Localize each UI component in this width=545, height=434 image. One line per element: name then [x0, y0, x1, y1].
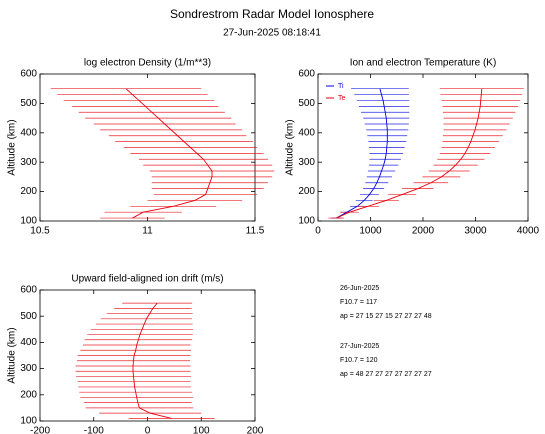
note: ap = 48 27 27 27 27 27 27 27 [340, 371, 432, 378]
x-tick-label: -100 [84, 426, 104, 434]
series-line [336, 88, 483, 219]
y-tick-label: 300 [20, 157, 37, 168]
series-line [336, 88, 388, 219]
y-tick-label: 100 [20, 216, 37, 227]
x-tick-label: 200 [247, 426, 264, 434]
x-tick-label: 11 [142, 226, 153, 237]
y-tick-label: 300 [20, 363, 37, 374]
y-tick-label: 500 [20, 311, 37, 322]
y-tick-label: 200 [298, 186, 315, 197]
y-tick-label: 400 [20, 127, 37, 138]
y-tick-label: 600 [20, 285, 37, 296]
y-tick-label: 600 [298, 69, 315, 80]
x-tick-label: 1000 [359, 226, 382, 237]
y-axis-label: Altitude (km) [7, 119, 18, 175]
y-tick-label: 200 [20, 389, 37, 400]
y-tick-label: 100 [20, 416, 37, 427]
series-line [132, 302, 172, 419]
x-tick-label: 11.5 [246, 226, 265, 237]
x-tick-label: 10.5 [30, 226, 50, 237]
x-tick-label: 0 [145, 426, 151, 434]
y-tick-label: 200 [20, 186, 37, 197]
figure-subtitle: 27-Jun-2025 08:18:41 [223, 28, 321, 39]
plot-title: log electron Density (1/m**3) [84, 58, 211, 69]
series-line [125, 88, 213, 219]
x-tick-label: 2000 [412, 226, 435, 237]
y-tick-label: 400 [298, 127, 315, 138]
y-tick-label: 300 [298, 157, 315, 168]
plot-frame [317, 73, 529, 222]
x-tick-label: 0 [315, 226, 321, 237]
legend-label: Te [338, 95, 346, 102]
y-tick-label: 400 [20, 337, 37, 348]
y-tick-label: 100 [298, 216, 315, 227]
y-axis-label: Altitude (km) [285, 119, 296, 175]
note: 26-Jun-2025 [340, 285, 379, 292]
figure-title: Sondrestrom Radar Model Ionosphere [170, 7, 374, 21]
plot-title: Ion and electron Temperature (K) [350, 58, 497, 69]
legend-label: Ti [338, 83, 344, 90]
y-axis-label: Altitude (km) [7, 327, 18, 383]
x-tick-label: 4000 [517, 226, 540, 237]
note: ap = 27 15 27 15 27 27 27 48 [340, 313, 432, 320]
y-tick-label: 500 [298, 98, 315, 109]
note: 27-Jun-2025 [340, 343, 379, 350]
y-tick-label: 600 [20, 69, 37, 80]
plot-title: Upward field-aligned ion drift (m/s) [71, 274, 223, 285]
x-tick-label: 100 [193, 426, 210, 434]
x-tick-label: 3000 [464, 226, 487, 237]
note: F10.7 = 120 [340, 357, 378, 364]
x-tick-label: -200 [30, 426, 50, 434]
y-tick-label: 500 [20, 98, 37, 109]
note: F10.7 = 117 [340, 299, 377, 306]
